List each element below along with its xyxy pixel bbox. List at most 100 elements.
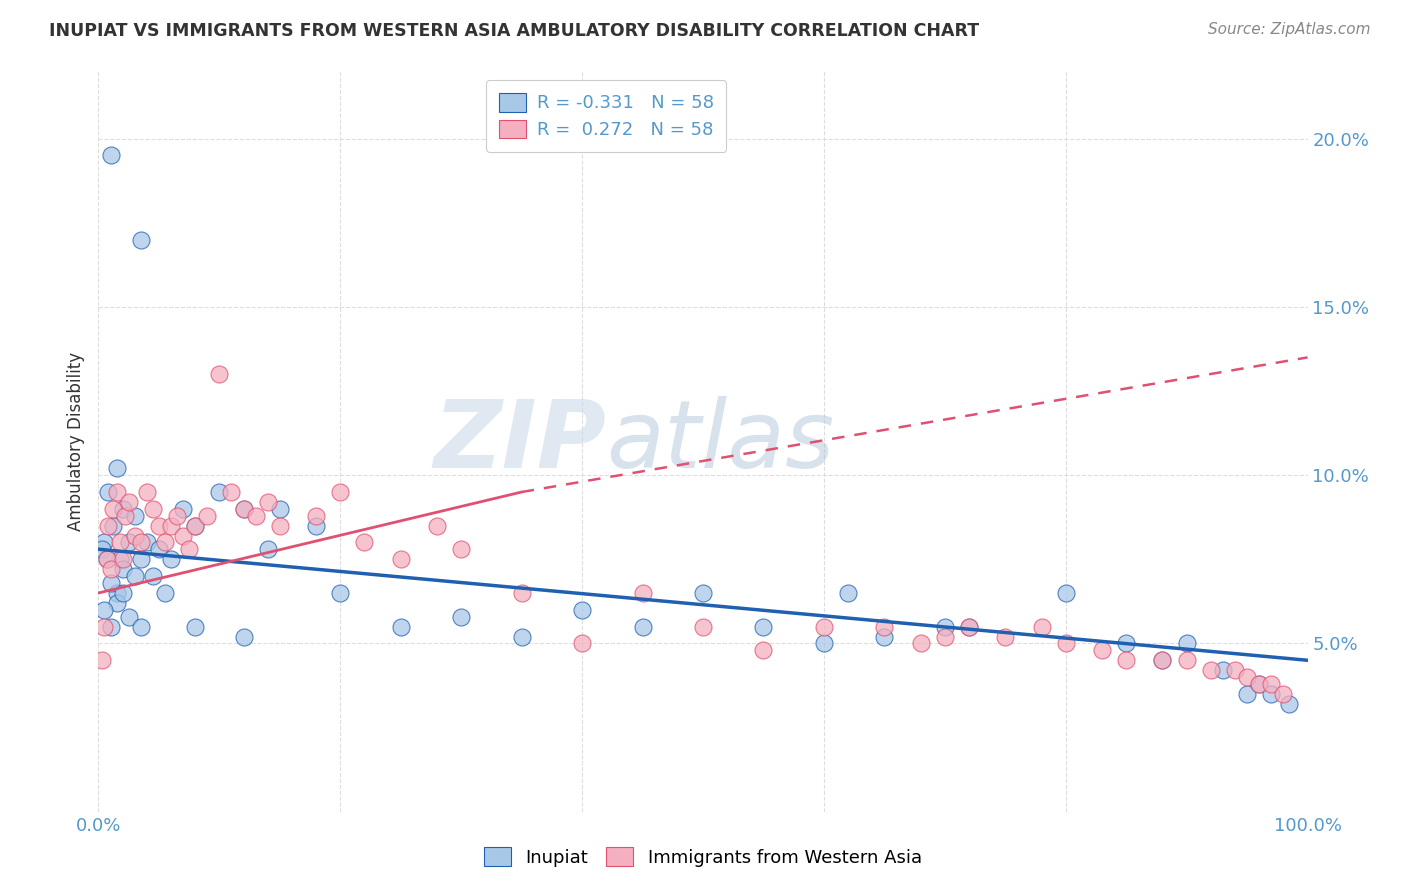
Point xyxy=(1249,677,1271,691)
Point xyxy=(1212,664,1234,678)
Point xyxy=(208,368,231,382)
Point xyxy=(426,518,449,533)
Point xyxy=(813,619,835,633)
Text: atlas: atlas xyxy=(606,396,835,487)
Legend: Inupiat, Immigrants from Western Asia: Inupiat, Immigrants from Western Asia xyxy=(477,840,929,874)
Point xyxy=(142,569,165,583)
Point xyxy=(245,508,267,523)
Text: INUPIAT VS IMMIGRANTS FROM WESTERN ASIA AMBULATORY DISABILITY CORRELATION CHART: INUPIAT VS IMMIGRANTS FROM WESTERN ASIA … xyxy=(49,22,980,40)
Point xyxy=(100,562,122,576)
Point xyxy=(172,501,194,516)
Point xyxy=(1115,653,1137,667)
Point xyxy=(184,619,207,633)
Point xyxy=(1054,586,1077,600)
Point xyxy=(692,619,714,633)
Point xyxy=(934,619,956,633)
Point xyxy=(510,630,533,644)
Point xyxy=(91,542,114,557)
Point xyxy=(97,518,120,533)
Point xyxy=(1175,636,1198,650)
Point xyxy=(124,569,146,583)
Point xyxy=(305,518,328,533)
Point xyxy=(153,586,176,600)
Point xyxy=(108,552,131,566)
Point xyxy=(153,535,176,549)
Point xyxy=(752,643,775,657)
Point xyxy=(1260,677,1282,691)
Point xyxy=(97,485,120,500)
Point xyxy=(105,485,128,500)
Point xyxy=(100,575,122,590)
Point xyxy=(510,586,533,600)
Point xyxy=(111,501,134,516)
Point xyxy=(957,619,980,633)
Text: Source: ZipAtlas.com: Source: ZipAtlas.com xyxy=(1208,22,1371,37)
Point xyxy=(1260,687,1282,701)
Point xyxy=(100,148,122,162)
Point xyxy=(752,619,775,633)
Point xyxy=(129,619,152,633)
Point xyxy=(108,535,131,549)
Point xyxy=(329,485,352,500)
Point xyxy=(142,501,165,516)
Point xyxy=(256,495,278,509)
Point xyxy=(101,501,124,516)
Point xyxy=(994,630,1017,644)
Point xyxy=(1249,677,1271,691)
Point xyxy=(129,552,152,566)
Point xyxy=(1152,653,1174,667)
Point xyxy=(129,233,152,247)
Point xyxy=(114,508,136,523)
Point xyxy=(631,619,654,633)
Point xyxy=(329,586,352,600)
Y-axis label: Ambulatory Disability: Ambulatory Disability xyxy=(67,352,86,531)
Point xyxy=(160,552,183,566)
Point xyxy=(1236,687,1258,701)
Point xyxy=(91,653,114,667)
Point xyxy=(208,485,231,500)
Point xyxy=(910,636,932,650)
Point xyxy=(135,485,157,500)
Point xyxy=(160,518,183,533)
Point xyxy=(232,501,254,516)
Point xyxy=(96,552,118,566)
Point xyxy=(450,542,472,557)
Point xyxy=(1115,636,1137,650)
Legend: R = -0.331   N = 58, R =  0.272   N = 58: R = -0.331 N = 58, R = 0.272 N = 58 xyxy=(486,80,727,152)
Point xyxy=(118,495,141,509)
Point xyxy=(148,542,170,557)
Point xyxy=(305,508,328,523)
Point xyxy=(957,619,980,633)
Point xyxy=(195,508,218,523)
Point xyxy=(571,636,593,650)
Point xyxy=(873,619,896,633)
Point xyxy=(124,508,146,523)
Point xyxy=(1054,636,1077,650)
Point xyxy=(111,552,134,566)
Point xyxy=(111,562,134,576)
Point xyxy=(124,529,146,543)
Point xyxy=(934,630,956,644)
Point xyxy=(93,619,115,633)
Point xyxy=(571,603,593,617)
Point xyxy=(111,586,134,600)
Point xyxy=(1175,653,1198,667)
Point xyxy=(148,518,170,533)
Point xyxy=(1091,643,1114,657)
Point xyxy=(631,586,654,600)
Point xyxy=(118,535,141,549)
Point xyxy=(179,542,201,557)
Point xyxy=(118,609,141,624)
Point xyxy=(1199,664,1222,678)
Point xyxy=(1031,619,1053,633)
Point xyxy=(184,518,207,533)
Point xyxy=(129,535,152,549)
Point xyxy=(232,501,254,516)
Point xyxy=(450,609,472,624)
Point xyxy=(1152,653,1174,667)
Point xyxy=(105,586,128,600)
Point xyxy=(269,518,291,533)
Point xyxy=(873,630,896,644)
Point xyxy=(1236,670,1258,684)
Point xyxy=(101,518,124,533)
